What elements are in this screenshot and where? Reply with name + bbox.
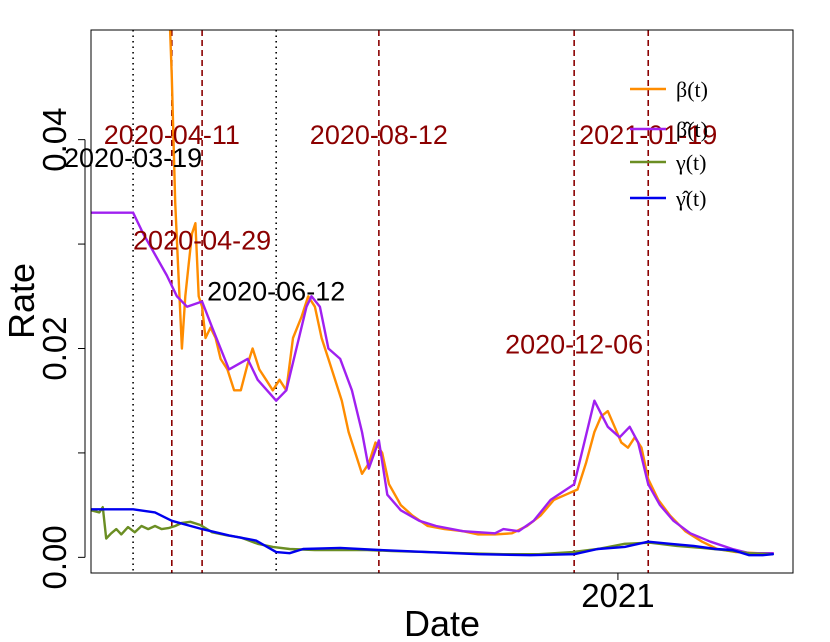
vline-label-2020-06-12: 2020-06-12 [207, 276, 345, 306]
vline-label-2020-12-06: 2020-12-06 [505, 330, 643, 360]
y-tick-label: 0.04 [36, 108, 73, 172]
legend-label-1: β(t) [676, 77, 708, 102]
vline-label-2020-03-19: 2020-03-19 [64, 143, 202, 173]
series-lines [91, 30, 774, 557]
legend-label-3: γ(t) [675, 150, 707, 175]
series-line-1 [168, 30, 774, 555]
series-line-2 [91, 211, 774, 555]
y-tick-label: 0.00 [36, 525, 73, 589]
plot-frame [90, 29, 794, 574]
vline-label-2020-04-29: 2020-04-29 [133, 225, 271, 255]
series-line-4 [91, 508, 774, 557]
y-axis-title: Rate [1, 263, 42, 339]
vline-label-2020-04-11: 2020-04-11 [104, 120, 240, 150]
x-axis: 2021 [581, 573, 655, 614]
vline-label-2021-01-19: 2021-01-19 [579, 120, 717, 150]
legend-label-4: γ̂(t) [675, 186, 707, 211]
legend: β(t) β̂(t) γ(t) γ̂(t) [630, 77, 708, 211]
x-axis-title: Date [404, 603, 480, 642]
x-tick-label: 2021 [581, 577, 654, 614]
y-tick-label: 0.02 [36, 316, 73, 380]
y-axis: 0.00 0.02 0.04 [36, 108, 86, 589]
vline-label-2020-08-12: 2020-08-12 [310, 120, 448, 150]
legend-label-2: β̂(t) [676, 117, 708, 142]
